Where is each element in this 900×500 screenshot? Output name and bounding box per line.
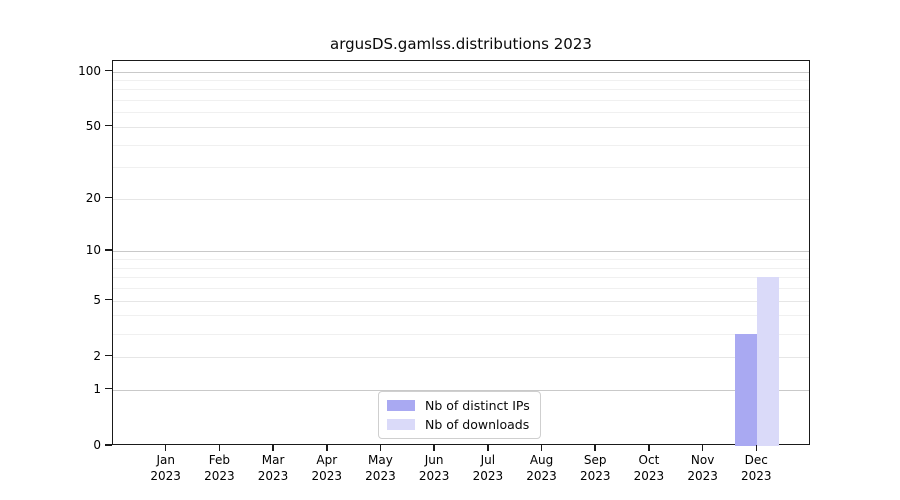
y-tick-mark-100: [105, 69, 112, 72]
gridline-100: [113, 71, 809, 73]
y-tick-label-10: 10: [85, 243, 101, 258]
bar-dec-downloads: [757, 277, 780, 446]
bar-dec-distinct-ips: [735, 333, 758, 446]
gridline-minor-40: [113, 144, 809, 146]
y-tick-label-0: 0: [93, 438, 101, 452]
y-tick-label-2: 2: [93, 348, 101, 363]
y-tick-mark-10: [105, 249, 112, 251]
x-tick-mark-5: [433, 445, 435, 451]
gridline-minor-3: [113, 333, 809, 335]
x-tick-mark-1: [218, 445, 221, 451]
legend-swatch-distinct-ips: [387, 400, 415, 411]
gridline-minor-4: [113, 315, 809, 317]
x-tick-mark-9: [648, 445, 650, 451]
x-tick-mark-10: [701, 445, 704, 451]
y-tick-mark-2: [105, 354, 112, 357]
legend-item-downloads: Nb of downloads: [387, 417, 530, 432]
gridline-minor-70: [113, 100, 809, 102]
gridline-2: [113, 356, 809, 358]
x-tick-label-feb: Feb 2023: [204, 453, 235, 483]
legend-label-distinct-ips: Nb of distinct IPs: [425, 398, 530, 413]
gridline-minor-90: [113, 79, 809, 81]
y-tick-label-100: 100: [78, 63, 101, 78]
x-tick-label-oct: Oct 2023: [633, 453, 665, 483]
gridline-minor-80: [113, 89, 809, 91]
x-tick-label-mar: Mar 2023: [257, 453, 289, 483]
x-tick-label-aug: Aug 2023: [526, 453, 557, 483]
x-tick-mark-7: [540, 445, 543, 451]
y-tick-label-1: 1: [93, 381, 101, 396]
x-tick-label-jan: Jan 2023: [150, 453, 181, 483]
chart-title: argusDS.gamlss.distributions 2023: [330, 35, 592, 53]
y-tick-mark-5: [105, 298, 112, 301]
y-tick-mark-50: [105, 124, 112, 127]
x-tick-mark-3: [326, 445, 328, 451]
legend-item-distinct-ips: Nb of distinct IPs: [387, 398, 530, 413]
x-tick-label-may: May 2023: [365, 453, 396, 483]
gridline-minor-30: [113, 167, 809, 169]
x-tick-mark-11: [755, 445, 758, 451]
x-tick-label-dec: Dec 2023: [741, 453, 772, 483]
gridline-5: [113, 300, 809, 302]
y-tick-mark-0: [105, 444, 112, 446]
gridline-minor-6: [113, 288, 809, 290]
gridline-1: [113, 389, 809, 391]
gridline-minor-7: [113, 277, 809, 279]
chart-legend: Nb of distinct IPs Nb of downloads: [378, 391, 541, 439]
x-tick-mark-2: [272, 445, 274, 451]
plot-area: Nb of distinct IPs Nb of downloads: [112, 60, 810, 446]
x-tick-label-jun: Jun 2023: [418, 453, 450, 483]
x-tick-label-apr: Apr 2023: [311, 453, 343, 483]
x-tick-mark-4: [379, 445, 382, 451]
legend-label-downloads: Nb of downloads: [425, 417, 530, 432]
x-tick-mark-6: [487, 445, 489, 451]
x-tick-mark-0: [164, 445, 167, 451]
y-tick-label-5: 5: [93, 292, 101, 307]
x-tick-label-nov: Nov 2023: [687, 453, 718, 483]
gridline-10: [113, 251, 809, 253]
y-tick-label-50: 50: [85, 118, 101, 133]
y-tick-mark-1: [105, 387, 112, 390]
gridline-minor-8: [113, 267, 809, 269]
gridline-20: [113, 198, 809, 200]
x-tick-label-jul: Jul 2023: [472, 453, 504, 483]
y-tick-label-20: 20: [85, 190, 101, 205]
gridline-50: [113, 126, 809, 128]
legend-swatch-downloads: [387, 419, 415, 430]
gridline-minor-60: [113, 112, 809, 114]
x-tick-mark-8: [594, 445, 596, 451]
x-tick-label-sep: Sep 2023: [579, 453, 611, 483]
gridline-minor-9: [113, 259, 809, 261]
y-tick-mark-20: [105, 196, 112, 199]
